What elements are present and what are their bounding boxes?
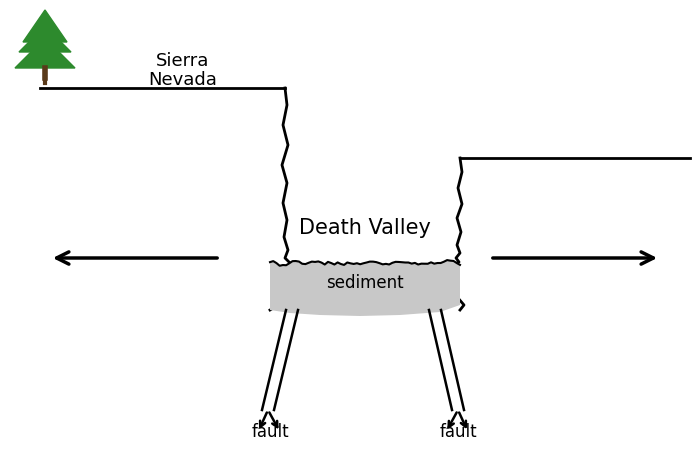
Text: sediment: sediment	[326, 274, 404, 292]
Polygon shape	[15, 38, 75, 68]
Polygon shape	[23, 10, 67, 42]
Text: fault: fault	[439, 423, 477, 441]
Text: fault: fault	[251, 423, 289, 441]
Text: Death Valley: Death Valley	[299, 218, 431, 238]
Polygon shape	[270, 260, 460, 316]
Polygon shape	[19, 26, 71, 52]
Text: Sierra
Nevada: Sierra Nevada	[148, 52, 217, 89]
